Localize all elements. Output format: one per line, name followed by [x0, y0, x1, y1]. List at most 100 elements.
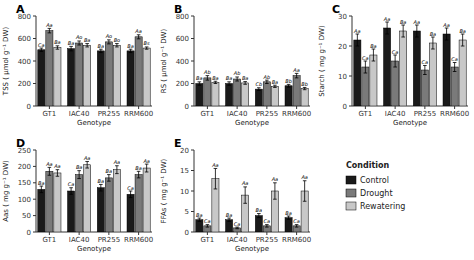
- significance-label: Ba: [68, 40, 75, 46]
- x-tick-label: RRM600: [282, 110, 311, 118]
- x-axis-line: [352, 106, 468, 107]
- y-tick: [191, 61, 194, 62]
- error-bar-cap: [415, 25, 419, 26]
- significance-label: Aa: [134, 28, 141, 34]
- error-bar: [85, 161, 89, 168]
- error-bar-stem: [416, 25, 417, 37]
- error-bar: [356, 34, 360, 46]
- error-bar-stem: [245, 187, 246, 203]
- series: [46, 167, 142, 232]
- error-bar-cap: [48, 28, 52, 29]
- error-bar-stem: [49, 28, 50, 33]
- x-tick-label: GT1: [358, 110, 372, 118]
- significance-label: Ba: [272, 79, 279, 85]
- error-bar: [214, 168, 218, 189]
- bar: [54, 48, 61, 107]
- y-tick: [33, 150, 36, 151]
- error-bar-stem: [100, 184, 101, 191]
- y-tick: [33, 38, 36, 39]
- error-bar-cap: [385, 34, 389, 35]
- error-bar: [227, 82, 231, 85]
- error-bar-cap: [243, 84, 247, 85]
- y-tick-label: 400: [176, 58, 189, 66]
- bar: [255, 89, 262, 106]
- error-bar: [303, 181, 307, 202]
- error-bar-cap: [243, 186, 247, 187]
- series: [354, 22, 450, 106]
- bar: [285, 86, 292, 106]
- error-bar-cap: [198, 81, 202, 82]
- significance-label: Ba: [430, 31, 437, 37]
- significance-label: Ba: [98, 178, 105, 184]
- panel: 0200400600800GT1IAC40PR255RRM600CaBaBaBa…: [2, 3, 153, 127]
- bar: [255, 216, 262, 232]
- error-bar-stem: [215, 168, 216, 189]
- y-tick-label: 600: [18, 35, 31, 43]
- error-bar: [273, 85, 277, 87]
- x-tick-label: RRM600: [440, 110, 469, 118]
- error-bar: [198, 218, 202, 221]
- y-tick-label: 50: [22, 212, 31, 220]
- significance-label: Ba: [370, 43, 377, 49]
- bar: [84, 45, 91, 106]
- bars: [196, 168, 308, 232]
- y-tick: [349, 106, 352, 107]
- y-tick-label: 0: [343, 103, 347, 111]
- error-bar-cap: [206, 224, 210, 225]
- error-bar-cap: [129, 197, 133, 198]
- error-bar: [56, 46, 60, 49]
- error-bar-cap: [372, 49, 376, 50]
- error-bar-cap: [107, 39, 111, 40]
- error-bar: [85, 44, 89, 47]
- error-bar-stem: [79, 171, 80, 179]
- error-bar-cap: [415, 37, 419, 38]
- series: [54, 44, 150, 106]
- y-tick-label: 200: [18, 163, 31, 171]
- series: [362, 55, 458, 106]
- error-bar-stem: [87, 161, 88, 168]
- x-tick-label: PR255: [98, 236, 120, 244]
- bar: [234, 79, 241, 106]
- error-bar-stem: [373, 49, 374, 61]
- error-bar-cap: [273, 85, 277, 86]
- error-bar-cap: [99, 191, 103, 192]
- x-tick: [296, 106, 297, 109]
- bar: [196, 220, 203, 232]
- x-tick-label: GT1: [42, 110, 56, 118]
- bar: [135, 175, 142, 232]
- error-bar-cap: [273, 182, 277, 183]
- bar: [68, 49, 75, 106]
- significance-label: Ba: [76, 164, 83, 170]
- error-bar-cap: [364, 73, 368, 74]
- x-tick-label: PR255: [256, 110, 278, 118]
- x-tick: [454, 106, 455, 109]
- y-tick-label: 200: [176, 80, 189, 88]
- error-bar-cap: [273, 199, 277, 200]
- error-bar-stem: [304, 181, 305, 202]
- significance-label: Bb: [301, 81, 308, 87]
- error-bar-stem: [288, 84, 289, 87]
- significance-label: Ca: [264, 218, 271, 224]
- bar: [362, 67, 369, 106]
- x-tick: [138, 106, 139, 109]
- x-tick: [138, 232, 139, 235]
- error-bar-cap: [461, 46, 465, 47]
- x-axis-label: Genotype: [77, 245, 111, 253]
- error-bar-cap: [99, 52, 103, 53]
- error-bar-stem: [446, 28, 447, 40]
- error-bar: [257, 88, 261, 91]
- error-bar-cap: [423, 74, 427, 75]
- significance-label: Ba: [196, 75, 203, 81]
- error-bar-cap: [206, 80, 210, 81]
- x-tick: [237, 232, 238, 235]
- bar: [234, 228, 241, 232]
- error-bar-stem: [207, 76, 208, 81]
- error-bar-stem: [138, 171, 139, 178]
- error-bar: [303, 87, 307, 89]
- bar: [451, 67, 458, 106]
- significance-label: Ba: [98, 43, 105, 49]
- error-bar-cap: [401, 37, 405, 38]
- error-bar-stem: [296, 73, 297, 78]
- error-bar-cap: [214, 168, 218, 169]
- y-tick: [33, 182, 36, 183]
